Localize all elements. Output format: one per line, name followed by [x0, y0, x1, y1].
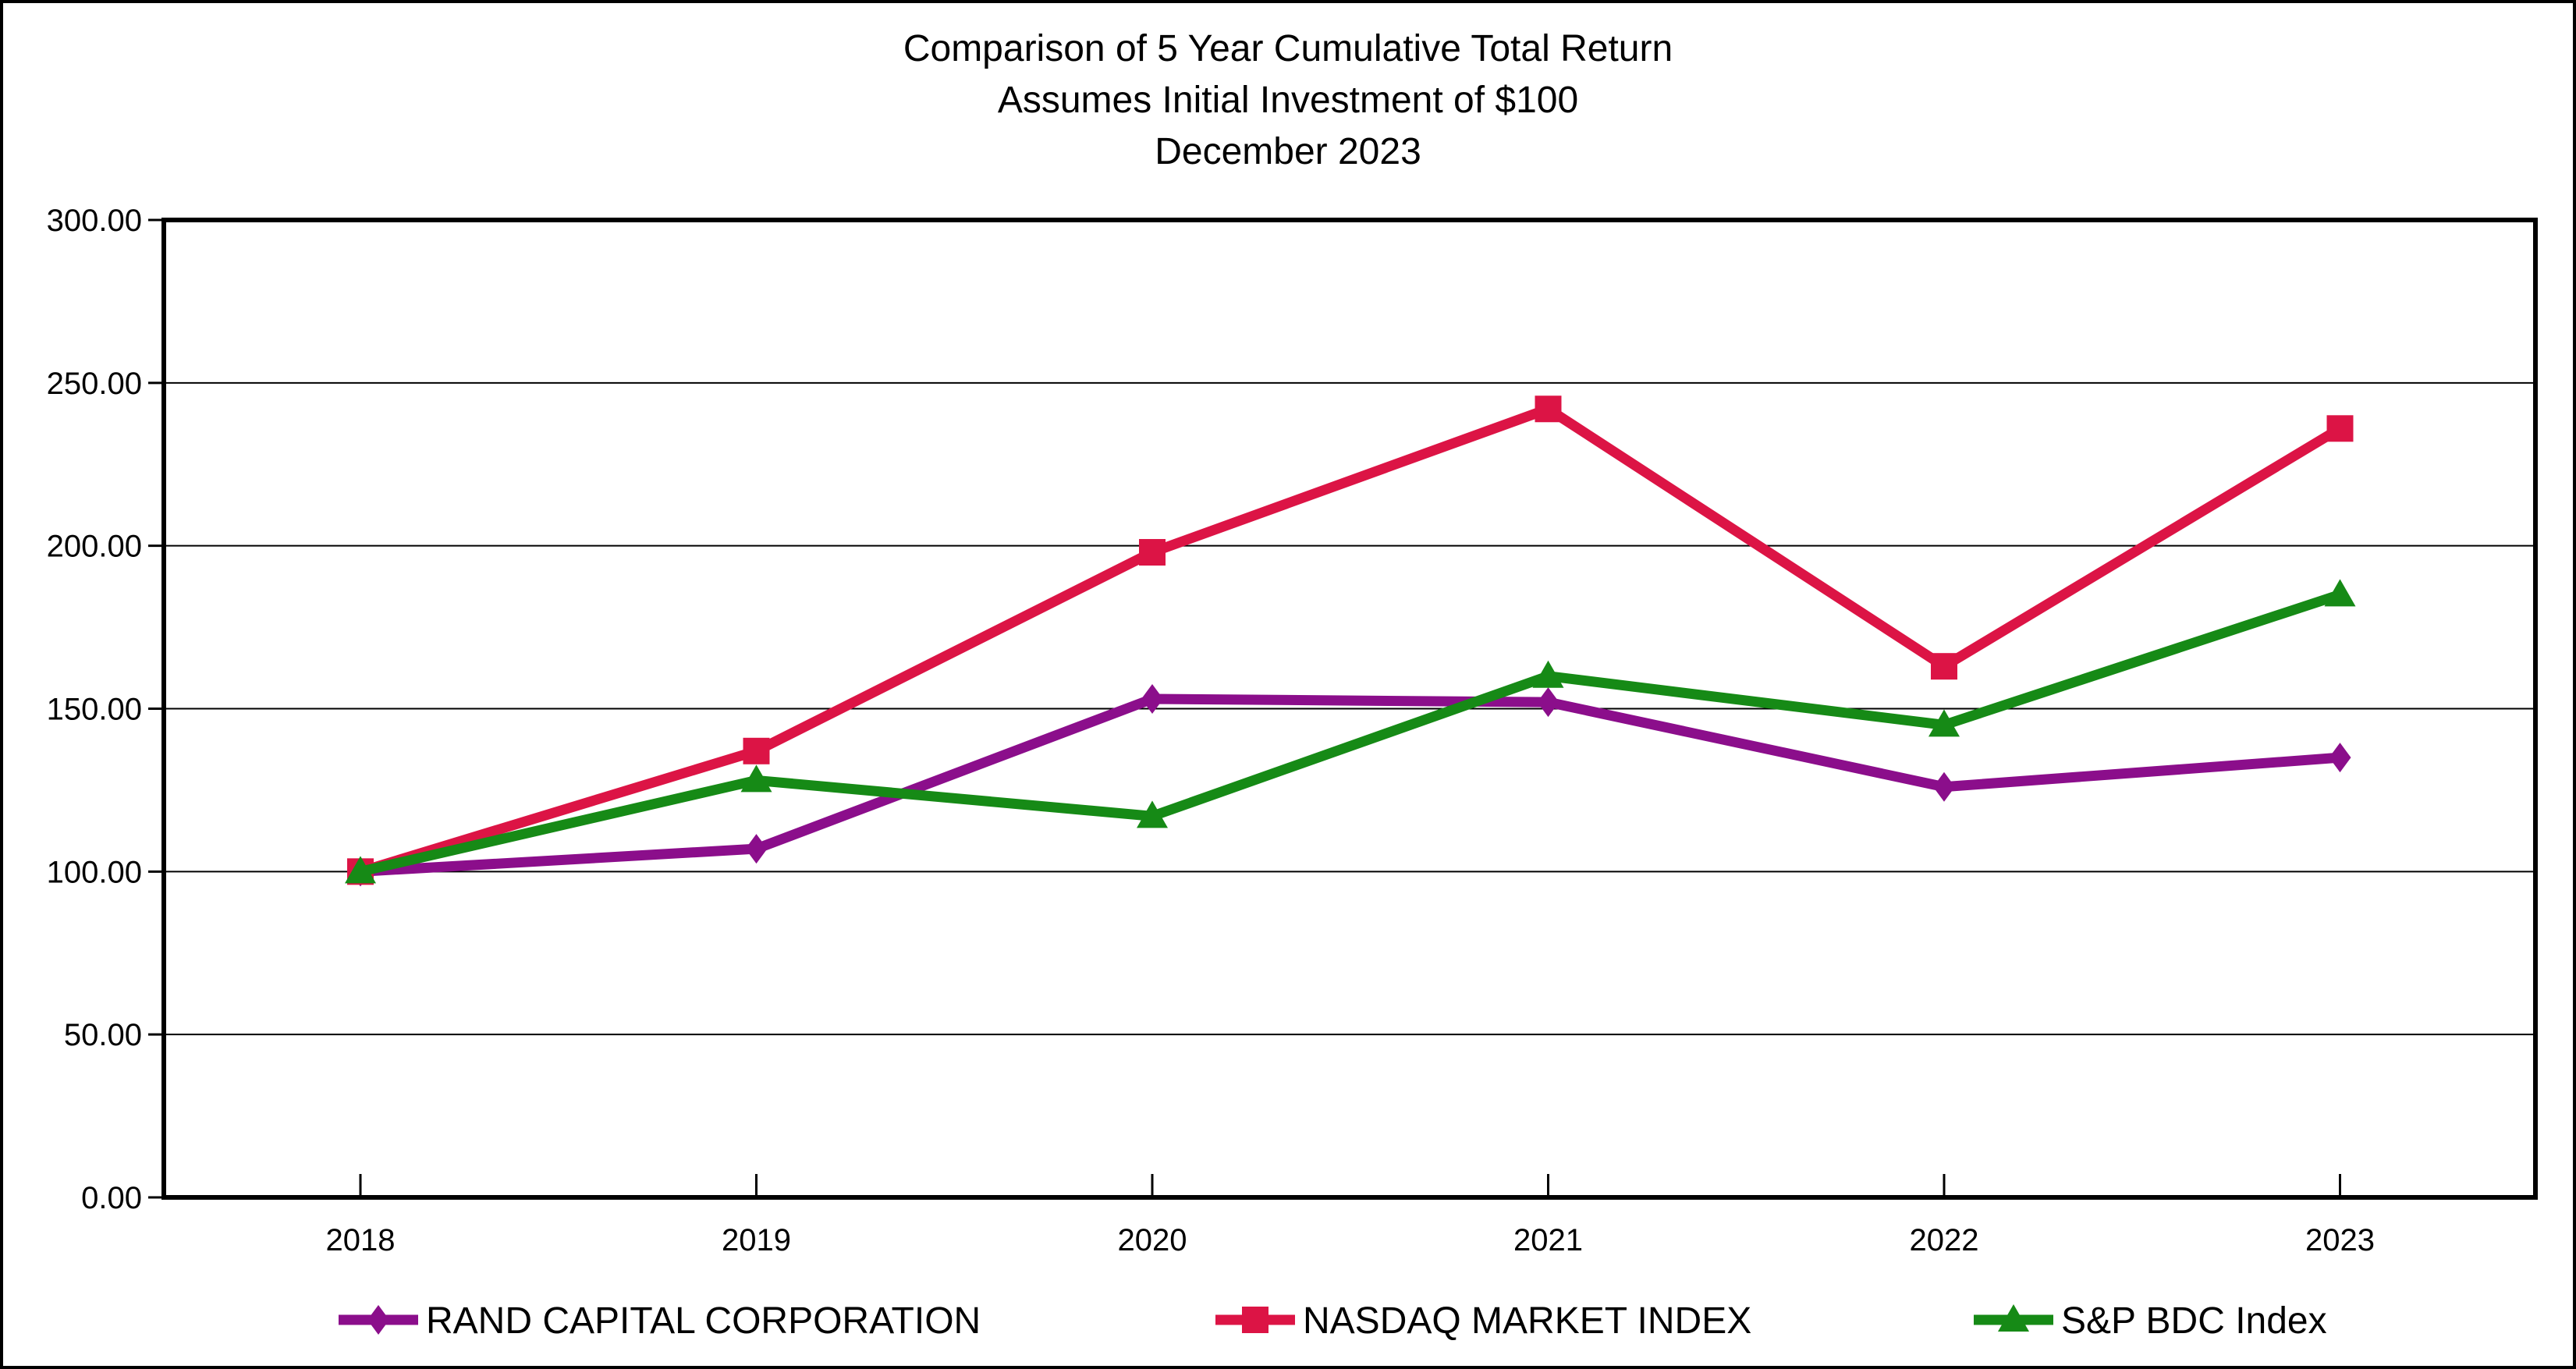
data-point-marker: [1537, 687, 1559, 718]
chart-title-block: Comparison of 5 Year Cumulative Total Re…: [3, 23, 2573, 178]
x-tick-label: 2021: [1513, 1223, 1583, 1257]
data-point-marker: [1137, 800, 1168, 828]
data-point-marker: [1933, 771, 1955, 802]
series-line: [359, 590, 2342, 877]
x-tick-label: 2018: [326, 1223, 396, 1257]
series-s-p-bdc-index: [345, 579, 2356, 884]
data-point-marker: [1928, 709, 1960, 737]
data-point-marker: [1535, 395, 1562, 423]
y-tick-label: 0.00: [81, 1181, 142, 1215]
legend-marker-triangle-icon: [1998, 1304, 2029, 1332]
plot-border: [161, 218, 2538, 1200]
chart-title-line3: December 2023: [1155, 131, 1421, 172]
legend-label: RAND CAPITAL CORPORATION: [426, 1300, 981, 1342]
legend-item: NASDAQ MARKET INDEX: [1215, 1300, 1751, 1342]
legend-marker-square-icon: [1242, 1307, 1268, 1333]
x-tick-label: 2020: [1118, 1223, 1187, 1257]
data-point-marker: [1139, 539, 1166, 566]
data-point-marker: [1931, 653, 1957, 680]
data-point-marker: [2326, 415, 2354, 442]
legend-marker-diamond-icon: [367, 1305, 389, 1335]
y-tick-label: 50.00: [64, 1018, 142, 1052]
legend-label: NASDAQ MARKET INDEX: [1303, 1300, 1751, 1342]
data-point-marker: [745, 834, 768, 864]
data-point-marker: [2324, 579, 2356, 607]
chart-title-line2: Assumes Initial Investment of $100: [997, 80, 1579, 121]
legend-item: S&P BDC Index: [1974, 1300, 2327, 1342]
legend-item: RAND CAPITAL CORPORATION: [339, 1300, 981, 1342]
x-tick-label: 2023: [2305, 1223, 2375, 1257]
series-line: [359, 403, 2343, 877]
y-tick-label: 150.00: [47, 693, 142, 727]
data-point-marker: [740, 764, 772, 793]
series-nasdaq-market-index: [347, 395, 2354, 885]
chart-title-line1: Comparison of 5 Year Cumulative Total Re…: [903, 28, 1673, 69]
legend-label: S&P BDC Index: [2061, 1300, 2327, 1342]
series-line: [360, 693, 2340, 877]
data-point-marker: [2329, 743, 2351, 773]
data-point-marker: [345, 856, 376, 884]
y-tick-label: 100.00: [47, 855, 142, 889]
x-tick-label: 2022: [1910, 1223, 1979, 1257]
y-tick-label: 250.00: [47, 367, 142, 401]
y-tick-label: 300.00: [47, 204, 142, 238]
data-point-marker: [1532, 660, 1564, 688]
data-point-marker: [743, 737, 770, 764]
x-tick-label: 2019: [722, 1223, 791, 1257]
y-tick-label: 200.00: [47, 530, 142, 564]
data-point-marker: [1141, 683, 1163, 714]
chart-canvas: 0.00 50.00 100.00 150.00 200.00 250.00 300.00 2…: [47, 204, 2538, 1342]
